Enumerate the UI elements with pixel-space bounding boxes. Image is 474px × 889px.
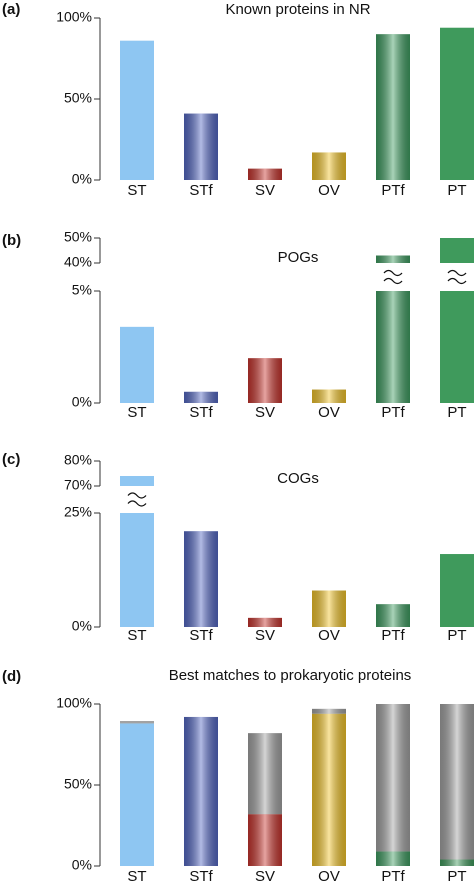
y-tick-label: 0% [72, 857, 92, 873]
y-tick-label: 40% [64, 254, 92, 270]
y-tick-label: 50% [64, 776, 92, 792]
x-tick-label: PT [447, 182, 466, 199]
bar-highlight [376, 34, 410, 181]
x-tick-label: OV [318, 868, 340, 885]
bar-highlight [376, 851, 410, 866]
x-tick-label: ST [127, 627, 146, 644]
x-tick-label: OV [318, 182, 340, 199]
x-tick-label: PTf [381, 404, 405, 421]
x-tick-label: PT [447, 868, 466, 885]
bar-highlight [440, 704, 474, 860]
y-tick-label: 0% [72, 171, 92, 187]
x-tick-label: ST [127, 182, 146, 199]
bar [120, 326, 154, 403]
panel-title: Best matches to prokaryotic proteins [169, 667, 412, 684]
bar-highlight [184, 391, 218, 403]
panel-label: (a) [2, 1, 20, 18]
bar [120, 40, 154, 181]
bar-highlight [376, 604, 410, 627]
bar-upper [120, 476, 154, 486]
bar-highlight [248, 617, 282, 627]
y-tick-label: 5% [72, 282, 92, 298]
x-tick-label: PTf [381, 868, 405, 885]
x-tick-label: ST [127, 868, 146, 885]
panel-label: (d) [2, 668, 21, 685]
x-tick-label: PTf [381, 182, 405, 199]
bar [120, 513, 154, 627]
y-tick-label: 80% [64, 452, 92, 468]
panel-title: Known proteins in NR [225, 1, 370, 18]
bar [440, 27, 474, 180]
bar-highlight [248, 358, 282, 403]
bar-highlight [184, 113, 218, 180]
x-tick-label: OV [318, 627, 340, 644]
x-tick-label: STf [189, 868, 213, 885]
panel-title: COGs [277, 470, 319, 487]
bar-highlight [376, 704, 410, 852]
bar-highlight [248, 168, 282, 180]
x-tick-label: SV [255, 868, 275, 885]
bar-highlight [184, 531, 218, 627]
bar-upper [440, 238, 474, 263]
bar-highlight [312, 389, 346, 403]
y-tick-label: 100% [56, 9, 92, 25]
bar [440, 291, 474, 403]
x-tick-label: SV [255, 182, 275, 199]
y-tick-label: 100% [56, 695, 92, 711]
y-tick-label: 0% [72, 394, 92, 410]
bar [440, 554, 474, 627]
break-symbol [127, 500, 147, 507]
break-symbol [447, 269, 467, 277]
bar-highlight [440, 859, 474, 866]
bar-segment [120, 721, 154, 724]
panel-title: POGs [278, 249, 319, 266]
y-tick-label: 50% [64, 229, 92, 245]
x-tick-label: STf [189, 182, 213, 199]
y-tick-label: 50% [64, 90, 92, 106]
bar-highlight [376, 255, 410, 263]
bar-highlight [248, 733, 282, 815]
break-symbol [383, 277, 403, 285]
y-tick-label: 70% [64, 477, 92, 493]
x-tick-label: SV [255, 404, 275, 421]
x-tick-label: SV [255, 627, 275, 644]
bar-highlight [312, 152, 346, 180]
y-tick-label: 0% [72, 618, 92, 634]
break-symbol [447, 277, 467, 285]
break-symbol [127, 492, 147, 499]
x-tick-label: STf [189, 404, 213, 421]
break-symbol [383, 269, 403, 277]
bar-highlight [312, 590, 346, 627]
x-tick-label: STf [189, 627, 213, 644]
x-tick-label: PT [447, 404, 466, 421]
bar-highlight [184, 716, 218, 866]
bar-highlight [376, 291, 410, 403]
x-tick-label: PTf [381, 627, 405, 644]
x-tick-label: OV [318, 404, 340, 421]
x-tick-label: PT [447, 627, 466, 644]
bar-highlight [248, 814, 282, 866]
panel-label: (b) [2, 232, 21, 249]
bar-highlight [312, 713, 346, 866]
panel-label: (c) [2, 451, 20, 468]
y-tick-label: 25% [64, 504, 92, 520]
x-tick-label: ST [127, 404, 146, 421]
bar-segment [120, 723, 154, 866]
bar-highlight [312, 708, 346, 714]
